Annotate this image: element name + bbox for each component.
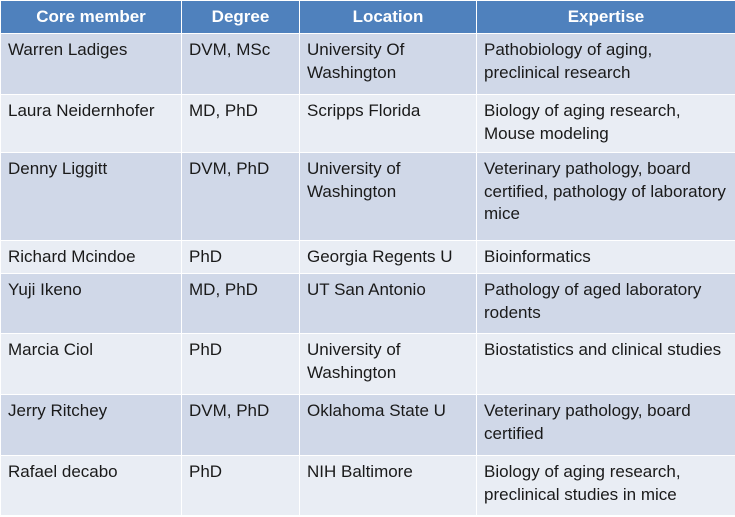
cell-expertise: Pathology of aged laboratory rodents [476, 273, 735, 334]
cell-location: Scripps Florida [299, 94, 477, 153]
cell-expertise: Veterinary pathology, board certified, p… [476, 152, 735, 241]
cell-core-member: Yuji Ikeno [0, 273, 182, 334]
header-core-member: Core member [0, 0, 182, 34]
cell-core-member: Warren Ladiges [0, 33, 182, 95]
cell-degree: DVM, MSc [181, 33, 300, 95]
cell-degree: MD, PhD [181, 94, 300, 153]
cell-degree: PhD [181, 333, 300, 395]
cell-core-member: Richard Mcindoe [0, 240, 182, 274]
table-row: Warren Ladiges DVM, MSc University Of Wa… [0, 33, 735, 95]
cell-expertise: Biology of aging research, preclinical s… [476, 455, 735, 516]
cell-location: University of Washington [299, 333, 477, 395]
cell-expertise: Bioinformatics [476, 240, 735, 274]
cell-expertise: Biology of aging research, Mouse modelin… [476, 94, 735, 153]
cell-degree: DVM, PhD [181, 152, 300, 241]
header-location: Location [299, 0, 477, 34]
header-expertise: Expertise [476, 0, 735, 34]
cell-core-member: Marcia Ciol [0, 333, 182, 395]
table-row: Laura Neidernhofer MD, PhD Scripps Flori… [0, 94, 735, 153]
cell-location: UT San Antonio [299, 273, 477, 334]
cell-location: University Of Washington [299, 33, 477, 95]
cell-expertise: Pathobiology of aging, preclinical resea… [476, 33, 735, 95]
cell-degree: MD, PhD [181, 273, 300, 334]
cell-location: University of Washington [299, 152, 477, 241]
cell-location: NIH Baltimore [299, 455, 477, 516]
cell-location: Oklahoma State U [299, 394, 477, 456]
cell-core-member: Rafael decabo [0, 455, 182, 516]
cell-core-member: Laura Neidernhofer [0, 94, 182, 153]
cell-degree: DVM, PhD [181, 394, 300, 456]
table-row: Yuji Ikeno MD, PhD UT San Antonio Pathol… [0, 273, 735, 334]
cell-location: Georgia Regents U [299, 240, 477, 274]
cell-expertise: Biostatistics and clinical studies [476, 333, 735, 395]
cell-core-member: Denny Liggitt [0, 152, 182, 241]
header-row: Core member Degree Location Expertise [0, 0, 735, 34]
cell-expertise: Veterinary pathology, board certified [476, 394, 735, 456]
table-row: Richard Mcindoe PhD Georgia Regents U Bi… [0, 240, 735, 274]
table-row: Rafael decabo PhD NIH Baltimore Biology … [0, 455, 735, 516]
cell-core-member: Jerry Ritchey [0, 394, 182, 456]
table-row: Marcia Ciol PhD University of Washington… [0, 333, 735, 395]
table-row: Denny Liggitt DVM, PhD University of Was… [0, 152, 735, 241]
header-degree: Degree [181, 0, 300, 34]
cell-degree: PhD [181, 240, 300, 274]
cell-degree: PhD [181, 455, 300, 516]
table-row: Jerry Ritchey DVM, PhD Oklahoma State U … [0, 394, 735, 456]
